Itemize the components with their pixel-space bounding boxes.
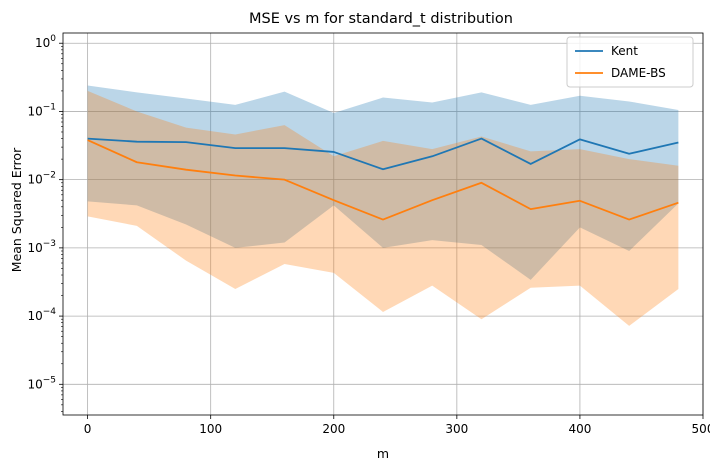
chart-title-group: MSE vs m for standard_t distribution [249, 11, 513, 27]
y-axis-label: Mean Squared Error [9, 147, 24, 272]
plot-area [62, 32, 704, 416]
y-tick-label: 10−5 [27, 375, 56, 391]
legend: Kent DAME-BS [566, 36, 694, 88]
legend-box [566, 36, 694, 88]
x-tick-label: 300 [445, 422, 468, 436]
x-axis: 0 100 200 300 400 500 [84, 415, 710, 436]
x-tick-label: 400 [568, 422, 591, 436]
y-tick-label: 10−4 [27, 307, 56, 323]
y-tick-label: 100 [35, 34, 56, 50]
chart-title: MSE vs m for standard_t distribution [249, 11, 513, 27]
x-tick-label: 100 [199, 422, 222, 436]
y-tick-label: 10−2 [27, 171, 56, 187]
y-tick-label: 10−3 [27, 239, 56, 255]
series-band-dame-bs [87, 90, 679, 326]
series-band-kent [87, 85, 679, 280]
legend-label: DAME-BS [611, 66, 666, 80]
legend-label: Kent [611, 44, 638, 58]
y-tick-label: 10−1 [27, 102, 56, 118]
plot-frame [62, 32, 704, 416]
x-tick-label: 200 [322, 422, 345, 436]
y-axis: 100 10−1 10−2 10−3 10−4 10−5 [27, 34, 63, 412]
x-tick-label: 0 [84, 422, 92, 436]
x-tick-label: 500 [692, 422, 710, 436]
x-axis-label: m [377, 446, 389, 461]
